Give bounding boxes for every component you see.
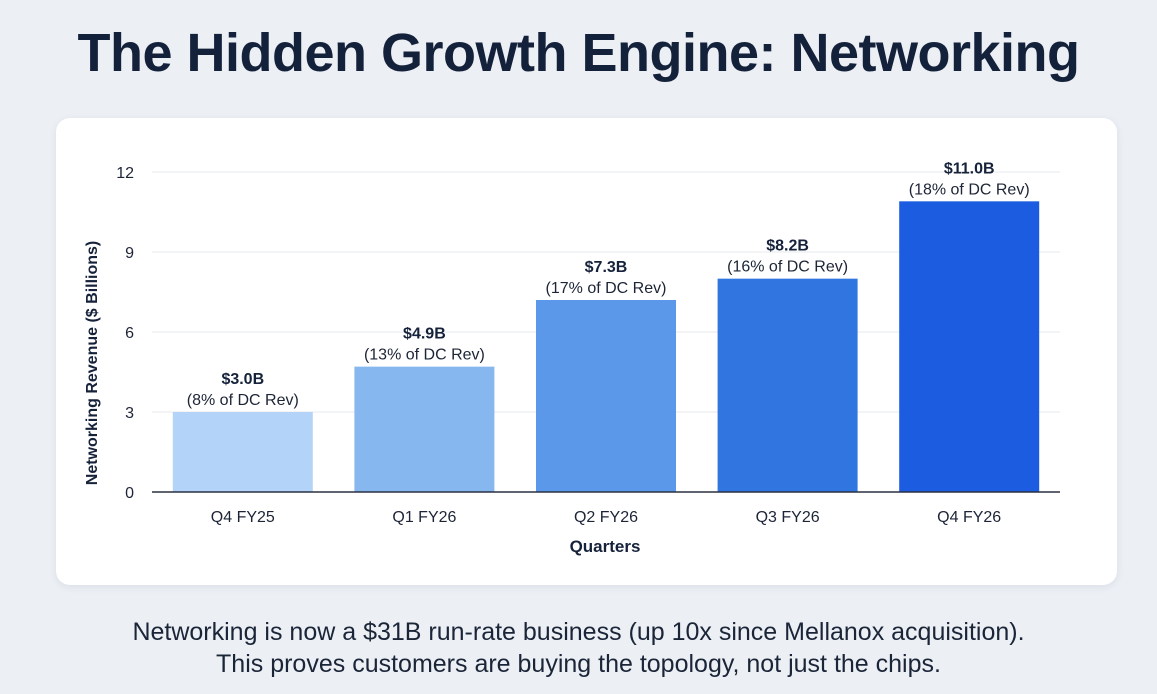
bar-value-label: $3.0B [221,371,264,388]
caption-line-2: This proves customers are buying the top… [216,650,941,678]
axis-ticks: 0 3 6 9 12 Q4 FY25 Q1 FY26 Q2 FY26 Q3 FY26 Q4 FY2… [116,165,1001,526]
y-tick-label: 0 [125,485,134,502]
page-title: The Hidden Growth Engine: Networking [77,23,1081,83]
bar [717,278,858,492]
y-tick-label: 6 [125,325,134,342]
bar-share-label: (18% of DC Rev) [909,181,1030,198]
networking-revenue-bar-chart: $3.0B (8% of DC Rev) $4.9B (13% of DC Rev) $… [84,160,1060,556]
bars [172,201,1040,492]
bar-value-label: $11.0B [944,160,995,177]
bar [899,201,1040,492]
y-tick-label: 9 [125,245,134,262]
x-axis-title: Quarters [570,537,641,556]
bar [354,366,495,492]
bar-share-label: (17% of DC Rev) [546,280,667,297]
bar-share-label: (13% of DC Rev) [364,347,485,364]
y-axis-title: Networking Revenue ($ Billions) [84,241,101,485]
bar-share-label: (16% of DC Rev) [727,259,848,276]
bar-value-label: $8.2B [766,238,809,255]
caption-line-1: Networking is now a $31B run-rate busine… [132,618,1025,646]
y-tick-label: 3 [125,405,134,422]
y-tick-label: 12 [116,165,134,182]
chart-card: $3.0B (8% of DC Rev) $4.9B (13% of DC Rev) $… [56,118,1117,585]
x-tick-label: Q1 FY26 [392,509,456,526]
bar [536,300,676,492]
bar-value-label: $4.9B [403,326,446,343]
caption: Networking is now a $31B run-rate busine… [0,616,1157,680]
bar-value-label: $7.3B [585,259,628,276]
x-tick-label: Q4 FY25 [211,509,275,526]
bar-labels: $3.0B (8% of DC Rev) $4.9B (13% of DC Rev) $… [187,160,1030,409]
bar [172,412,313,492]
x-tick-label: Q2 FY26 [574,509,638,526]
bar-share-label: (8% of DC Rev) [187,392,299,409]
x-tick-label: Q4 FY26 [937,509,1001,526]
x-tick-label: Q3 FY26 [756,509,820,526]
